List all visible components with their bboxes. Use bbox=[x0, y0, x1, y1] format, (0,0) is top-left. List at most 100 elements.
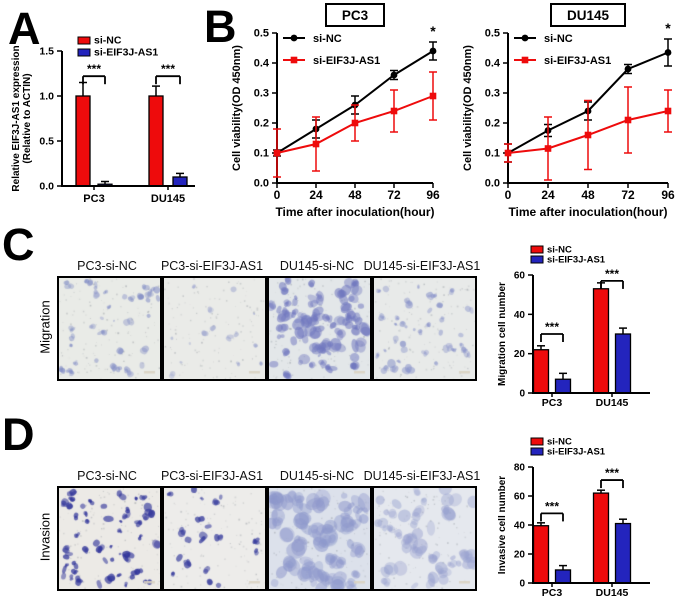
chart-text: PC3 bbox=[342, 8, 369, 23]
chart-text: *** bbox=[605, 466, 619, 480]
chart-text: *** bbox=[605, 267, 619, 281]
chart-text: 24 bbox=[309, 188, 323, 202]
du145_viability-svg: 0.0 0.1 0.2 0.3 0.4 0.5 0 24 48 72 96 Time after in… bbox=[462, 3, 675, 219]
chart-text: 0.5 bbox=[254, 28, 269, 40]
micro-image-PC3-si-EIF3J-AS1 bbox=[162, 276, 267, 381]
chart-text: Time after inoculation(hour) bbox=[508, 205, 667, 219]
chart-text: 0.3 bbox=[254, 88, 269, 100]
chart-text: si-NC bbox=[547, 437, 572, 448]
chart-rect bbox=[624, 116, 632, 124]
chart-text: si-NC bbox=[313, 33, 342, 45]
chart-text: si-EIF3J-AS1 bbox=[547, 255, 606, 266]
data-point bbox=[664, 49, 672, 56]
chart-text: Cell viability(OD 450nm) bbox=[231, 45, 243, 171]
chart-text: 20 bbox=[514, 349, 526, 360]
chart-text: 96 bbox=[661, 188, 675, 202]
chart-text: Time after inoculation(hour) bbox=[275, 205, 434, 219]
chart-text: PC3 bbox=[542, 397, 563, 409]
chart-rect bbox=[429, 92, 437, 100]
chart-text: 40 bbox=[514, 521, 526, 532]
chart-rect bbox=[592, 288, 610, 394]
chart-rect bbox=[312, 140, 320, 148]
data-point bbox=[429, 47, 437, 55]
chart-rect bbox=[351, 119, 359, 127]
chart-text: 0.1 bbox=[254, 148, 269, 160]
panel-c-letter: C bbox=[2, 219, 35, 270]
chart-text: 0 bbox=[505, 188, 512, 202]
micro-image-PC3-si-NC bbox=[57, 486, 162, 591]
chart-rect bbox=[148, 95, 164, 187]
chart-rect bbox=[550, 3, 626, 27]
chart-text: 0.4 bbox=[485, 58, 501, 70]
chart-text: si-EIF3J-AS1 bbox=[544, 55, 611, 67]
micro-image-PC3-si-EIF3J-AS1 bbox=[162, 486, 267, 591]
data-point bbox=[624, 65, 632, 73]
legend-marker bbox=[521, 34, 529, 42]
chart-rect bbox=[614, 522, 632, 584]
chart-rect bbox=[290, 56, 298, 64]
chart-text: 60 bbox=[514, 271, 526, 282]
chart-rect bbox=[554, 569, 572, 584]
data-point bbox=[390, 71, 398, 79]
chart-text: (Relative to ACTIN) bbox=[22, 73, 33, 163]
chart-text: DU145 bbox=[596, 397, 629, 409]
chart-rect bbox=[325, 3, 385, 27]
chart-text: 24 bbox=[541, 188, 555, 202]
chart-rect bbox=[530, 437, 544, 446]
chart-text: 0.3 bbox=[485, 88, 500, 100]
chart-text: DU145 bbox=[596, 587, 629, 599]
chart-rect bbox=[77, 36, 91, 45]
chart-rect bbox=[532, 525, 550, 584]
chart-text: 0.5 bbox=[485, 28, 500, 40]
chart-text: si-NC bbox=[94, 35, 122, 47]
micro-column-label: DU145-si-EIF3J-AS1 bbox=[363, 469, 481, 483]
chart-text: si-NC bbox=[547, 245, 572, 256]
chart-text: DU145 bbox=[567, 8, 610, 23]
chart-text: 0.2 bbox=[485, 118, 500, 130]
micro-column-label: PC3-si-EIF3J-AS1 bbox=[160, 469, 264, 483]
pc3-viability-chart: 0.0 0.1 0.2 0.3 0.4 0.5 0 24 48 72 96 Time after in… bbox=[215, 0, 463, 233]
chart-rect bbox=[530, 447, 544, 456]
chart-text: 0 bbox=[519, 579, 525, 590]
chart-rect bbox=[544, 145, 552, 152]
chart-text: si-EIF3J-AS1 bbox=[547, 447, 606, 458]
micro-row-label: Migration bbox=[37, 300, 53, 354]
chart-rect bbox=[521, 56, 529, 64]
chart-text: PC3 bbox=[542, 587, 563, 599]
chart-text: 0.1 bbox=[485, 148, 500, 160]
chart-rect bbox=[592, 492, 610, 584]
chart-text: 80 bbox=[514, 463, 526, 474]
micro-image-PC3-si-NC bbox=[57, 276, 162, 381]
chart-text: 0.0 bbox=[254, 178, 269, 190]
chart-rect bbox=[664, 107, 672, 115]
migration-bar-chart: PC3 *** DU145 *** 0 20 40 60 Migration cell numb… bbox=[497, 238, 679, 417]
invasion_count-svg: PC3 *** DU145 *** 0 20 40 60 80 Invasive cell num… bbox=[497, 437, 650, 599]
chart-text: 0.4 bbox=[254, 58, 270, 70]
legend-marker bbox=[290, 34, 298, 42]
chart-rect bbox=[75, 95, 91, 187]
micro-image-DU145-si-EIF3J-AS1 bbox=[372, 276, 477, 381]
micro-column-label: PC3-si-NC bbox=[77, 469, 137, 483]
chart-text: 0.5 bbox=[39, 136, 54, 148]
chart-rect bbox=[390, 107, 398, 115]
micro-image-DU145-si-EIF3J-AS1 bbox=[372, 486, 477, 591]
panel-a-letter: A bbox=[8, 3, 41, 54]
chart-text: 48 bbox=[581, 188, 595, 202]
chart-text: * bbox=[665, 20, 671, 36]
chart-text: 20 bbox=[514, 550, 526, 561]
chart-text: si-EIF3J-AS1 bbox=[313, 55, 380, 67]
chart-rect bbox=[77, 48, 91, 57]
chart-text: Relative EIF3J-AS1 expression bbox=[11, 45, 22, 191]
micro-column-label: PC3-si-NC bbox=[77, 259, 137, 273]
chart-rect bbox=[530, 255, 544, 264]
chart-text: DU145 bbox=[151, 193, 185, 205]
chart-text: 72 bbox=[621, 188, 635, 202]
micro-column-label: DU145-si-NC bbox=[279, 469, 355, 483]
pc3_viability-svg: 0.0 0.1 0.2 0.3 0.4 0.5 0 24 48 72 96 Time after in… bbox=[231, 3, 440, 219]
chart-text: si-NC bbox=[544, 33, 573, 45]
chart-rect bbox=[172, 176, 188, 187]
expression-svg: PC3 *** DU145 *** 0.0 0.5 1.0 1.5 Relative EIF3J… bbox=[11, 35, 195, 205]
micro-column-label: DU145-si-EIF3J-AS1 bbox=[363, 259, 481, 273]
chart-text: * bbox=[430, 23, 436, 39]
